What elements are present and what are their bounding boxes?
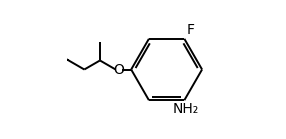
Text: F: F bbox=[186, 23, 194, 37]
Text: NH₂: NH₂ bbox=[173, 102, 199, 116]
Text: O: O bbox=[113, 63, 124, 76]
